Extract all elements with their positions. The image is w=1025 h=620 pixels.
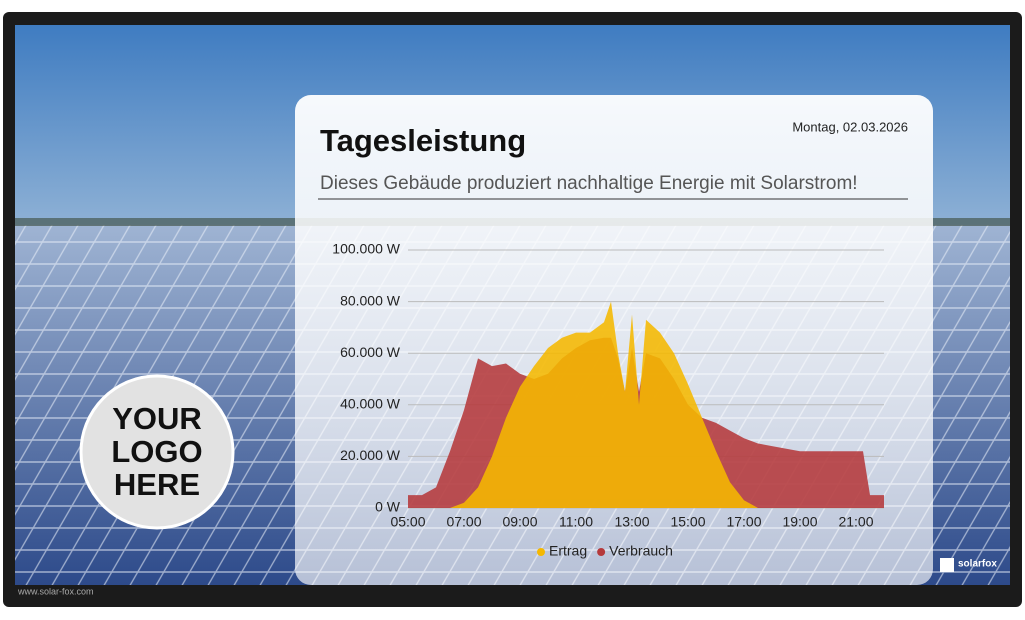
x-tick-label: 09:00	[502, 514, 537, 530]
x-tick-label: 11:00	[559, 514, 593, 530]
y-tick-label: 0 W	[375, 499, 401, 515]
watermark: www.solar-fox.com	[17, 586, 94, 596]
y-tick-label: 60.000 W	[340, 344, 401, 360]
x-tick-label: 17:00	[726, 514, 761, 530]
x-tick-label: 05:00	[390, 514, 425, 530]
subtitle: Dieses Gebäude produziert nachhaltige En…	[320, 173, 858, 194]
x-tick-label: 15:00	[670, 514, 705, 530]
legend-dot	[537, 548, 545, 556]
x-tick-label: 07:00	[446, 514, 481, 530]
y-tick-label: 40.000 W	[340, 396, 401, 412]
x-tick-label: 21:00	[838, 514, 873, 530]
y-tick-label: 20.000 W	[340, 447, 401, 463]
date: Montag, 02.03.2026	[792, 119, 908, 134]
x-tick-label: 19:00	[782, 514, 817, 530]
logo-text: YOUR	[112, 401, 202, 436]
legend-label: Verbrauch	[609, 543, 673, 559]
legend-label: Ertrag	[549, 543, 587, 559]
title: Tagesleistung	[320, 123, 526, 158]
legend-dot	[597, 548, 606, 556]
brand-icon	[940, 558, 954, 572]
logo-text: HERE	[114, 467, 200, 502]
x-tick-label: 13:00	[614, 514, 649, 530]
y-tick-label: 80.000 W	[340, 292, 401, 308]
logo-circle	[79, 374, 235, 530]
y-tick-label: 100.000 W	[332, 241, 400, 257]
brand: solarfox	[958, 559, 997, 570]
logo-text: LOGO	[111, 434, 202, 469]
area	[408, 301, 884, 508]
